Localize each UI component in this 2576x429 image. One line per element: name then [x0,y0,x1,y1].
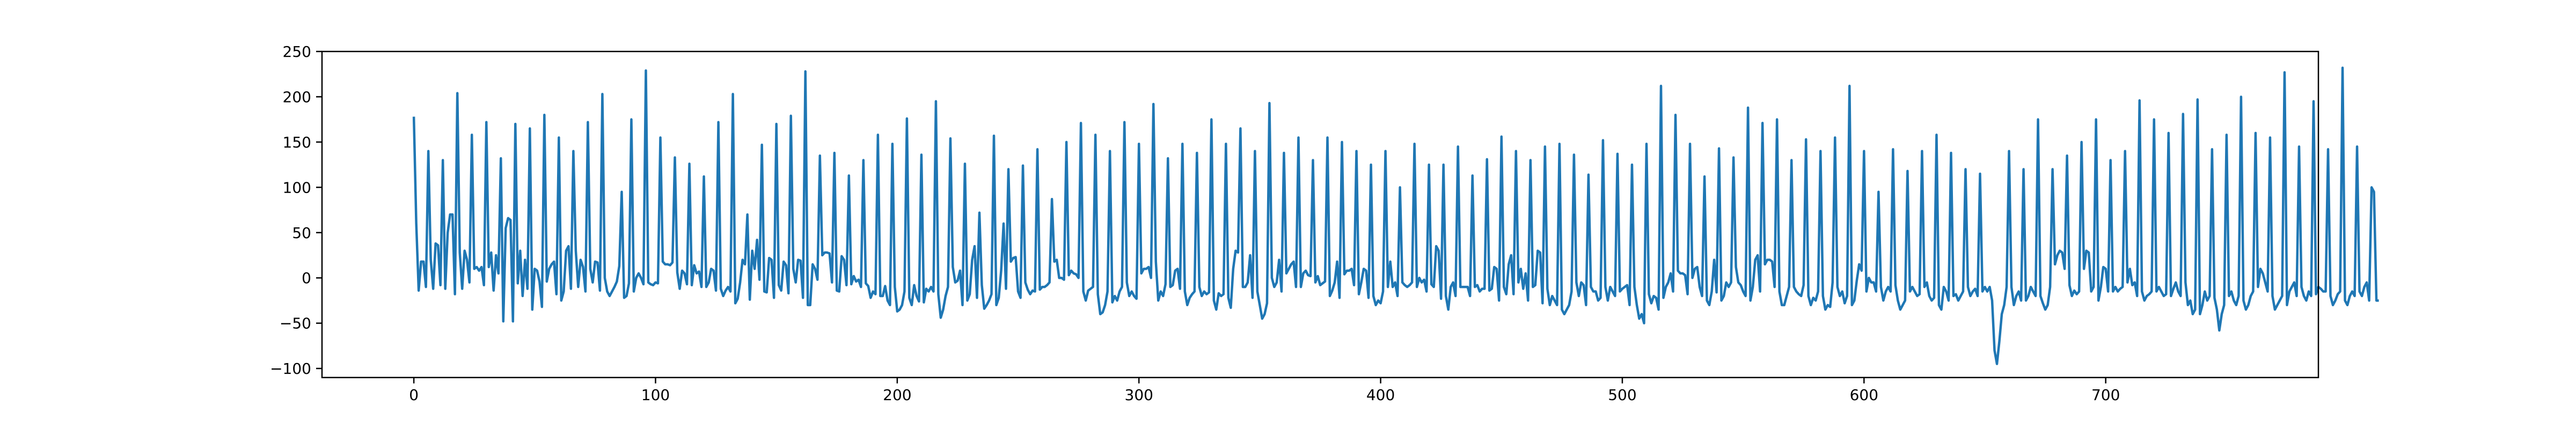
x-tick-label-600: 600 [1850,386,1878,404]
y-tick-label-200: 200 [283,88,311,106]
y-tick-label--50: −50 [280,315,311,332]
y-tick-label-0: 0 [302,269,311,287]
x-tick-label-100: 100 [641,386,670,404]
y-axis: −100 −50 0 50 100 150 200 250 [270,43,322,378]
x-tick-label-400: 400 [1366,386,1395,404]
x-axis: 0 100 200 300 400 500 600 700 [409,378,2120,404]
plot-area-background [322,51,2318,378]
x-tick-label-500: 500 [1608,386,1636,404]
y-tick-label-100: 100 [283,179,311,196]
series-layer [412,66,2379,365]
y-tick-label--100: −100 [270,360,311,378]
x-tick-label-300: 300 [1125,386,1153,404]
plot-frame [321,50,2319,379]
y-tick-label-150: 150 [283,134,311,151]
x-tick-label-700: 700 [2091,386,2120,404]
y-tick-label-50: 50 [292,224,311,242]
y-tick-label-250: 250 [283,43,311,61]
series-line-0 [412,66,2379,365]
x-tick-label-200: 200 [883,386,911,404]
x-tick-label-0: 0 [409,386,419,404]
